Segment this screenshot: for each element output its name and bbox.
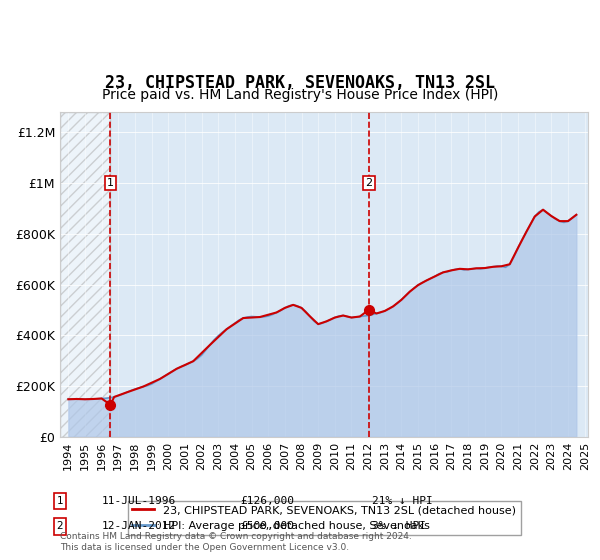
Text: 2: 2	[56, 521, 64, 531]
Text: 1: 1	[107, 178, 114, 188]
Legend: 23, CHIPSTEAD PARK, SEVENOAKS, TN13 2SL (detached house), HPI: Average price, de: 23, CHIPSTEAD PARK, SEVENOAKS, TN13 2SL …	[128, 501, 521, 535]
Text: Price paid vs. HM Land Registry's House Price Index (HPI): Price paid vs. HM Land Registry's House …	[102, 88, 498, 102]
Text: £500,000: £500,000	[240, 521, 294, 531]
Text: 1: 1	[56, 496, 64, 506]
Text: 2: 2	[365, 178, 373, 188]
Text: £126,000: £126,000	[240, 496, 294, 506]
Text: Contains HM Land Registry data © Crown copyright and database right 2024.
This d: Contains HM Land Registry data © Crown c…	[60, 532, 412, 552]
Text: 11-JUL-1996: 11-JUL-1996	[102, 496, 176, 506]
Text: 3% ↓ HPI: 3% ↓ HPI	[372, 521, 426, 531]
Text: 21% ↓ HPI: 21% ↓ HPI	[372, 496, 433, 506]
Text: 23, CHIPSTEAD PARK, SEVENOAKS, TN13 2SL: 23, CHIPSTEAD PARK, SEVENOAKS, TN13 2SL	[105, 74, 495, 92]
Text: 12-JAN-2012: 12-JAN-2012	[102, 521, 176, 531]
Bar	[60, 112, 110, 437]
